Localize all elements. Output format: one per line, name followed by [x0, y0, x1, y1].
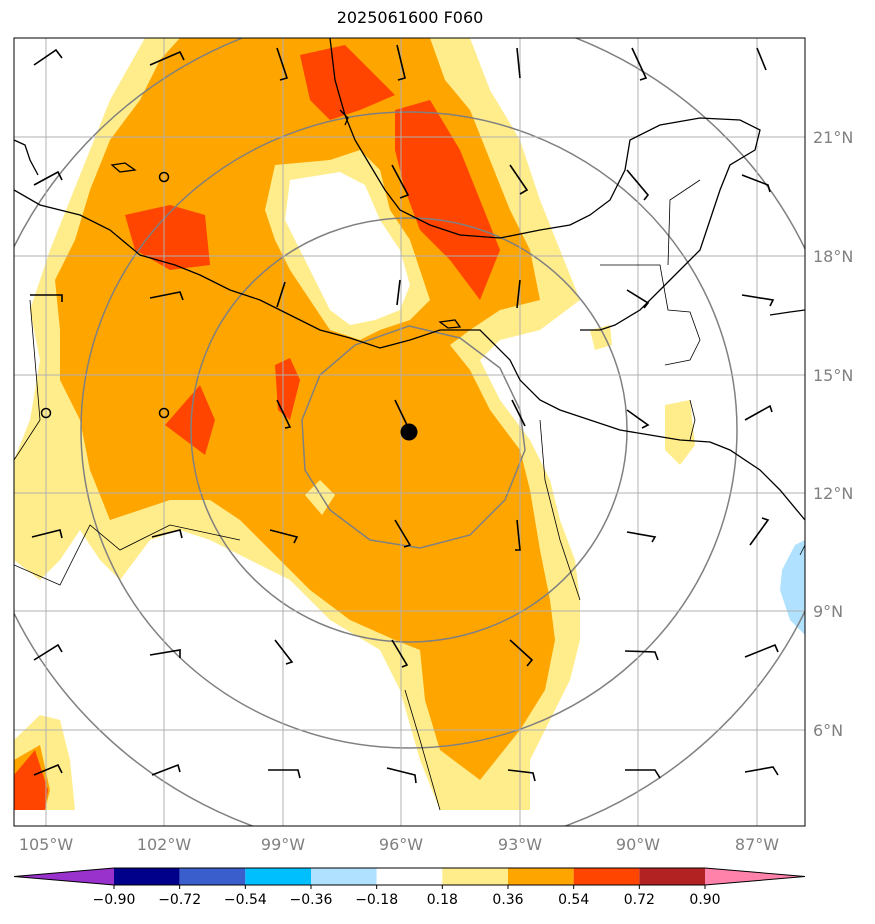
map-title: 2025061600 F060	[336, 8, 484, 27]
lat-label: 12°N	[813, 484, 853, 503]
map-plot-area	[14, 38, 805, 826]
range-rings	[14, 38, 805, 826]
colorbar-tick-label: 0.90	[689, 892, 720, 908]
colorbar-extend-low	[14, 868, 114, 885]
lon-label: 99°W	[261, 835, 305, 854]
wind-barbs	[30, 44, 779, 784]
lat-label: 15°N	[813, 366, 853, 385]
colorbar-extend-high	[705, 868, 805, 885]
shading-clear	[265, 150, 430, 515]
colorbar-swatch	[376, 868, 443, 885]
lon-label: 87°W	[735, 835, 779, 854]
colorbar-tick-label: −0.90	[93, 892, 136, 908]
colorbar-tick-label: 0.36	[492, 892, 523, 908]
lon-label: 102°W	[137, 835, 192, 854]
shading-negative	[780, 540, 805, 635]
coastlines	[14, 38, 805, 521]
lon-label: 105°W	[19, 835, 74, 854]
country-borders	[14, 179, 805, 811]
colorbar-swatch	[179, 868, 246, 885]
colorbar-swatch	[639, 868, 705, 885]
shading-high	[14, 45, 500, 810]
colorbar-swatch	[245, 868, 311, 885]
colorbar-tick-label: −0.72	[158, 892, 201, 908]
lon-label: 96°W	[379, 835, 423, 854]
colorbar: −0.90 −0.72 −0.54 −0.36 −0.18 0.18 0.36 0.54 0.7…	[13, 867, 806, 908]
colorbar-swatch	[442, 868, 508, 885]
longitude-labels: 105°W 102°W 99°W 96°W 93°W 90°W 87°W	[19, 835, 779, 854]
colorbar-tick-label: 0.72	[624, 892, 655, 908]
calm-markers	[40, 171, 170, 419]
colorbar-swatch	[114, 868, 180, 885]
lat-label: 21°N	[813, 128, 853, 147]
lat-label: 6°N	[813, 721, 843, 740]
lon-label: 90°W	[616, 835, 660, 854]
plot-frame	[13, 37, 806, 827]
colorbar-swatch	[508, 868, 574, 885]
colorbar-tick-label: −0.36	[290, 892, 333, 908]
lat-label: 18°N	[813, 247, 853, 266]
colorbar-tick-label: 0.54	[558, 892, 589, 908]
colorbar-tick-label: 0.18	[427, 892, 458, 908]
colorbar-swatch	[311, 868, 377, 885]
colorbar-swatch	[573, 868, 640, 885]
colorbar-tick-label: −0.54	[224, 892, 267, 908]
latitude-labels: 21°N 18°N 15°N 12°N 9°N 6°N	[813, 128, 853, 740]
lat-label: 9°N	[813, 602, 843, 621]
storm-center-marker	[400, 423, 418, 441]
colorbar-tick-label: −0.18	[355, 892, 398, 908]
lon-label: 93°W	[498, 835, 542, 854]
